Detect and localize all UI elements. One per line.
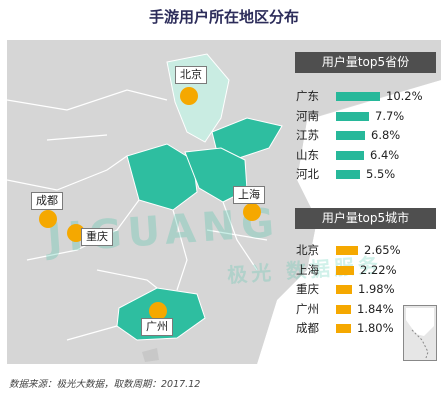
- inset-svg: [406, 308, 434, 359]
- province-label: 河南: [296, 108, 319, 123]
- city-row: 成都 1.80%: [296, 319, 441, 337]
- city-bar: [336, 304, 351, 314]
- city-dot-guangzhou: [149, 302, 167, 320]
- province-value-label: 10.2%: [386, 89, 423, 103]
- province-bar: [336, 111, 369, 121]
- city-value-label: 2.65%: [364, 243, 401, 257]
- province-label: 江苏: [296, 128, 319, 142]
- city-label-chengdu: 成都: [31, 192, 63, 210]
- province-panel-header: 用户量top5省份: [295, 52, 436, 73]
- province-bar: [336, 170, 360, 179]
- province-row: 广东 10.2%: [296, 87, 441, 105]
- city-label-guangzhou: 广州: [141, 318, 173, 336]
- city-label-chongqing: 重庆: [81, 228, 113, 246]
- city-panel-header: 用户量top5城市: [295, 208, 436, 229]
- province-row: 河北 5.5%: [296, 165, 441, 183]
- province-value-label: 5.5%: [366, 167, 396, 181]
- city-value-label: 1.84%: [357, 301, 394, 316]
- province-value-label: 7.7%: [375, 108, 405, 123]
- city-row: 上海 2.22%: [296, 261, 441, 279]
- city-label: 成都: [296, 321, 319, 335]
- province-value-label: 6.8%: [371, 128, 401, 142]
- city-label: 北京: [296, 243, 319, 257]
- province-hainan: [142, 348, 159, 362]
- province-label: 河北: [296, 167, 319, 181]
- province-value-label: 6.4%: [370, 147, 400, 162]
- city-row: 重庆 1.98%: [296, 280, 441, 298]
- province-label: 山东: [296, 147, 319, 162]
- province-bar: [336, 92, 380, 101]
- city-dot-beijing: [180, 87, 198, 105]
- city-dot-chongqing: [67, 224, 85, 242]
- city-row: 广州 1.84%: [296, 300, 441, 318]
- city-bar: [336, 246, 358, 255]
- city-bar: [336, 324, 351, 333]
- south-china-sea-inset: [403, 305, 437, 361]
- city-label: 重庆: [296, 282, 319, 296]
- city-value-label: 1.80%: [357, 321, 394, 335]
- city-bar: [336, 285, 352, 294]
- city-value-label: 1.98%: [358, 282, 395, 296]
- footnote: 数据来源：极光大数据，取数周期：2017.12: [9, 379, 201, 390]
- province-row: 河南 7.7%: [296, 107, 441, 125]
- city-dot-shanghai: [243, 203, 261, 221]
- city-bar: [336, 265, 354, 275]
- province-row: 江苏 6.8%: [296, 126, 441, 144]
- page-title: 手游用户所在地区分布: [148, 8, 299, 26]
- province-bar: [336, 131, 365, 140]
- city-row: 北京 2.65%: [296, 241, 441, 259]
- city-value-label: 2.22%: [360, 262, 397, 277]
- city-label: 广州: [296, 301, 319, 316]
- city-label: 上海: [296, 262, 319, 277]
- province-row: 山东 6.4%: [296, 146, 441, 164]
- city-label-shanghai: 上海: [233, 186, 265, 204]
- province-label: 广东: [296, 89, 319, 103]
- province-bar: [336, 150, 364, 160]
- city-dot-chengdu: [39, 210, 57, 228]
- city-label-beijing: 北京: [175, 66, 207, 84]
